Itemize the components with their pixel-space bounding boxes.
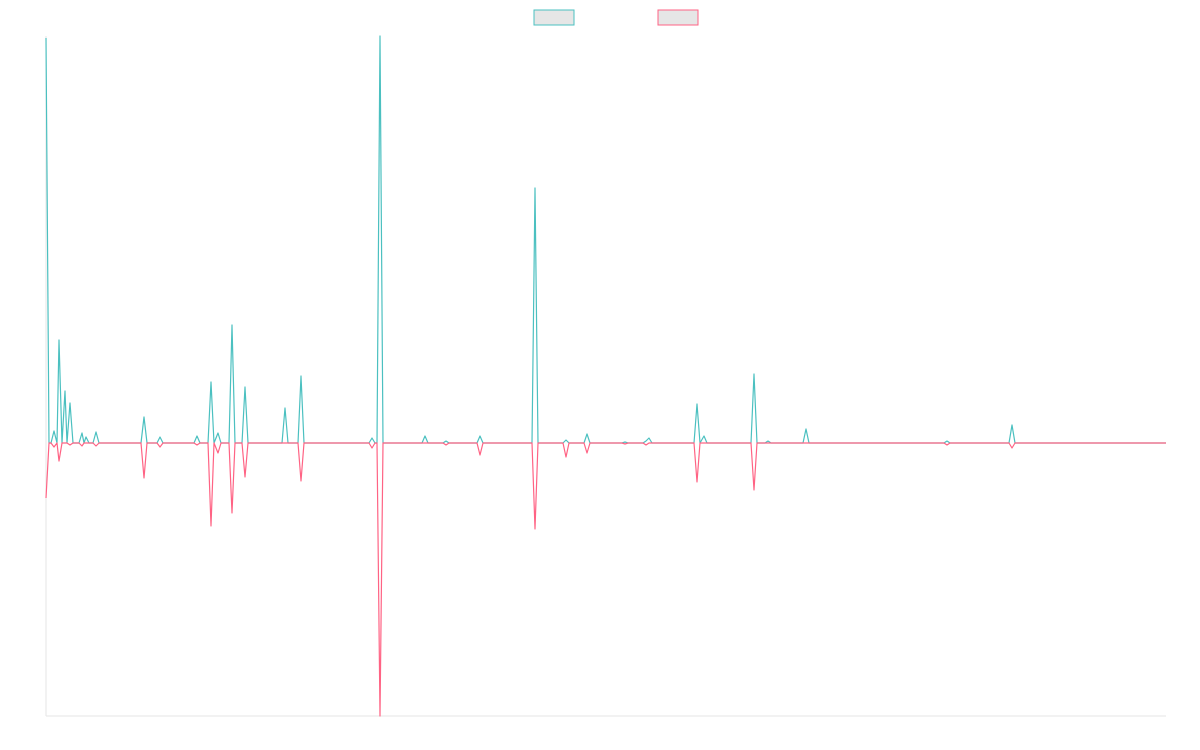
- line-series: [45, 442, 1166, 717]
- legend-swatch: [533, 9, 575, 26]
- legend-swatch: [657, 9, 699, 26]
- line-series: [45, 35, 1166, 444]
